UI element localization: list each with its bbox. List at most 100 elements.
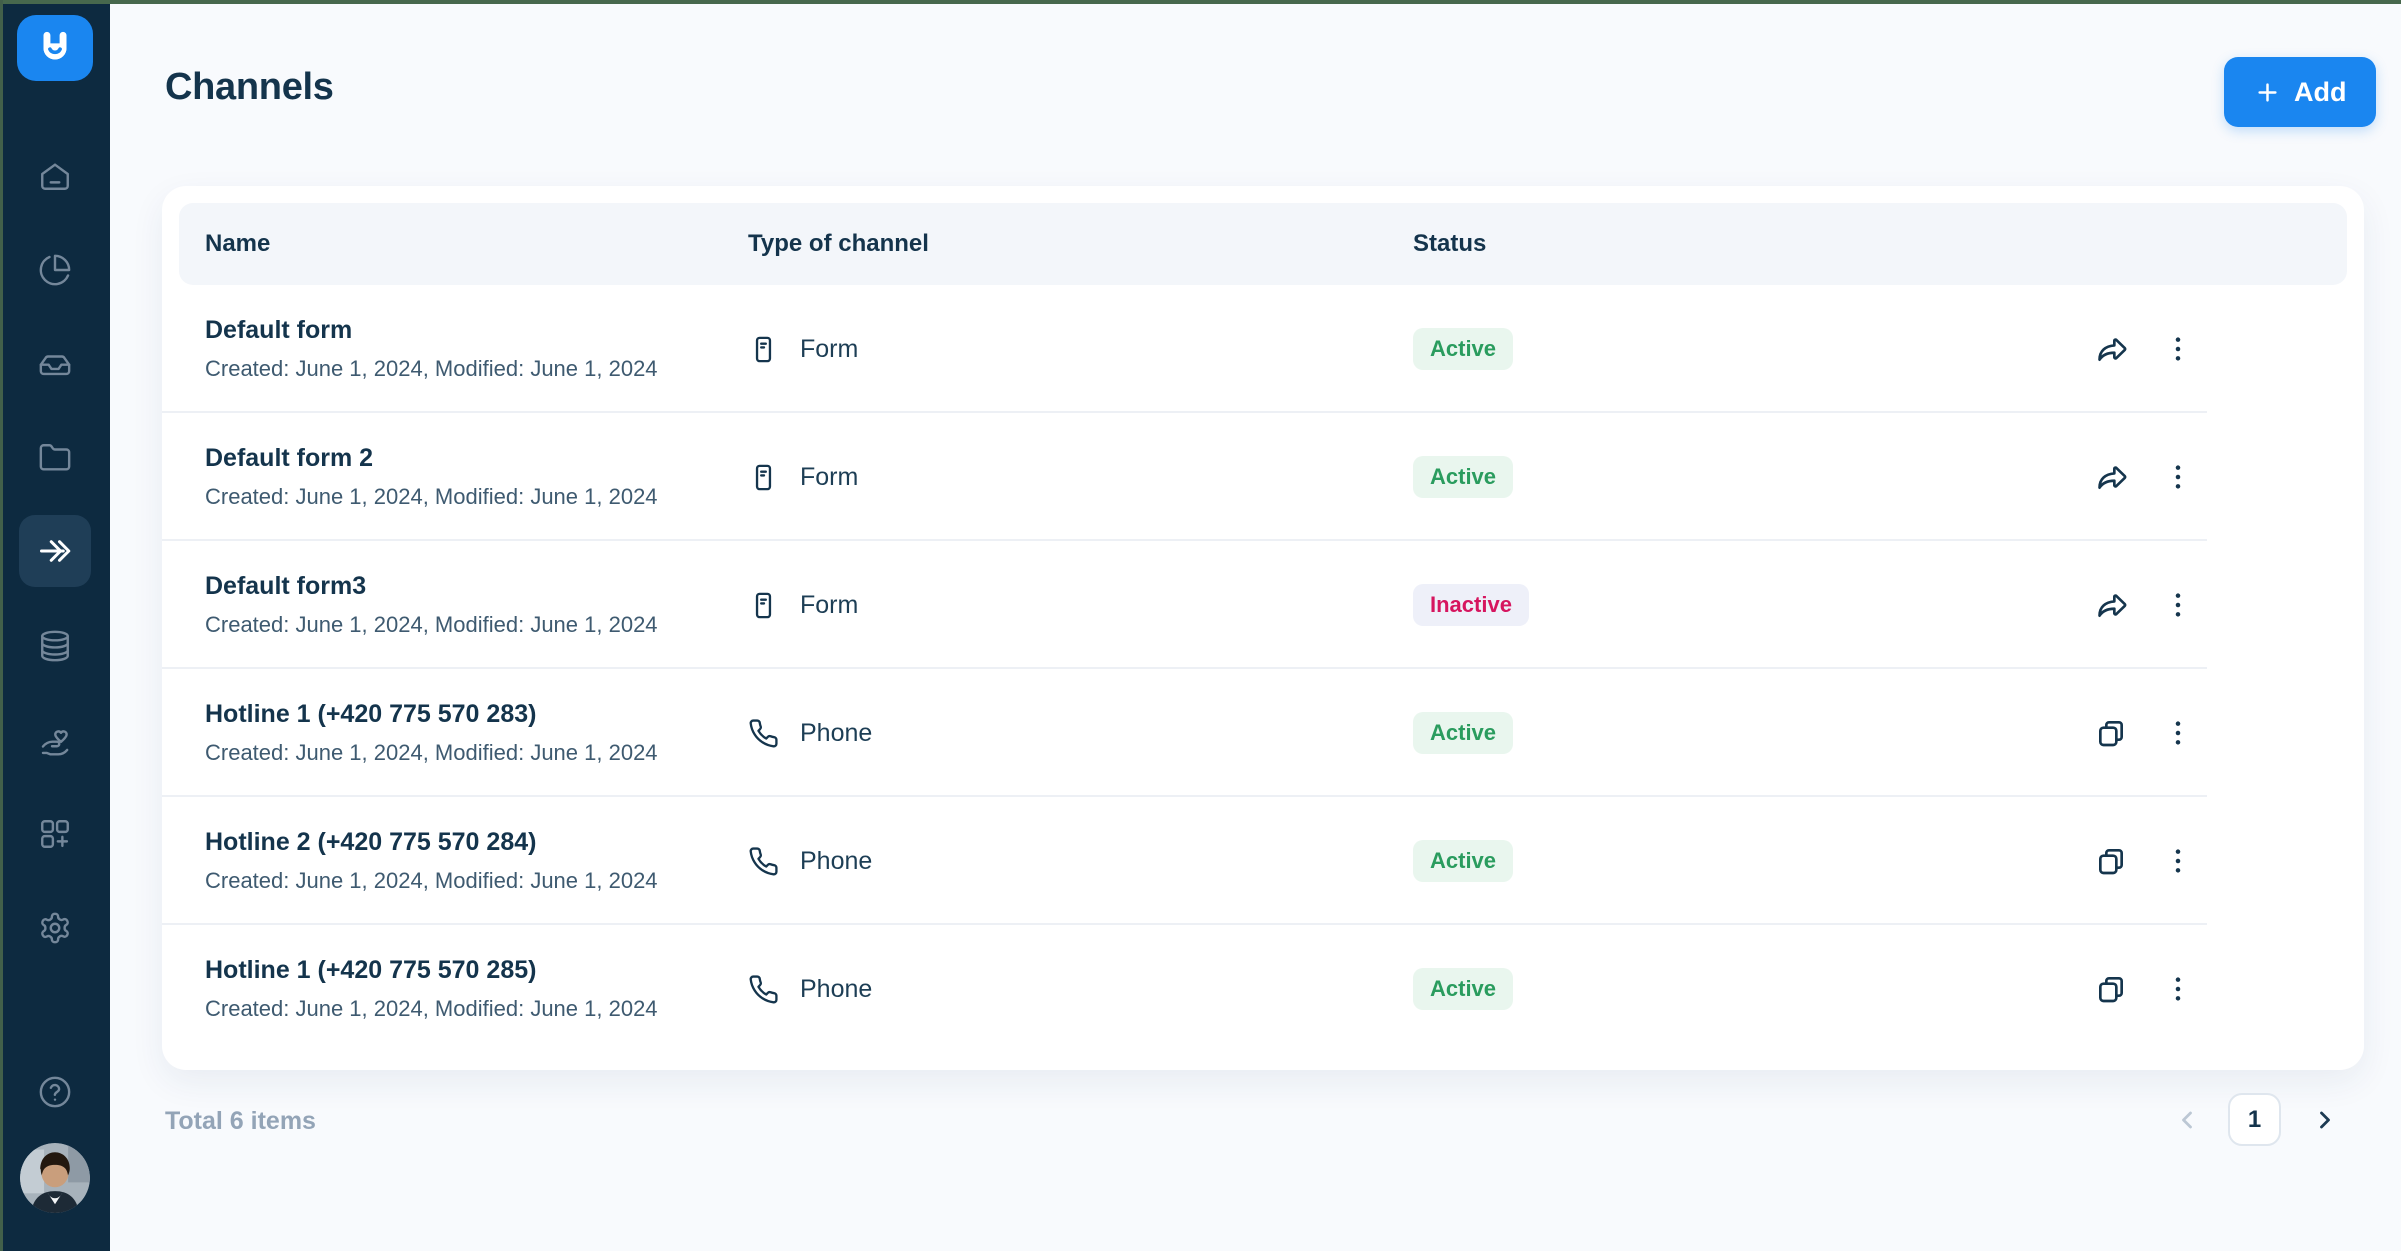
column-header-type: Type of channel <box>748 230 929 257</box>
channel-name[interactable]: Default form3 <box>205 572 367 600</box>
sidebar-item-inbox[interactable] <box>27 336 83 392</box>
sidebar-item-care[interactable] <box>27 714 83 770</box>
channels-table-card: Name Type of channel Status Default form… <box>162 186 2364 1070</box>
table-header-row: Name Type of channel Status <box>179 203 2347 285</box>
total-items-label: Total 6 items <box>165 1107 316 1135</box>
sidebar-item-database[interactable] <box>27 618 83 674</box>
add-button[interactable]: Add <box>2224 57 2377 127</box>
user-avatar[interactable] <box>20 1143 90 1213</box>
phone-icon <box>749 974 778 1003</box>
status-badge: Active <box>1413 968 1514 1010</box>
pagination-prev-button[interactable] <box>2172 1105 2202 1135</box>
form-icon <box>755 592 772 618</box>
capture-border-top <box>0 0 2401 4</box>
column-header-status: Status <box>1413 230 1487 257</box>
row-actions <box>2053 460 2347 494</box>
table-row: Default form Created: June 1, 2024, Modi… <box>162 285 2347 413</box>
channel-name-cell: Hotline 1 (+420 775 570 285) Created: Ju… <box>205 956 748 1022</box>
table-row: Hotline 1 (+420 775 570 283) Created: Ju… <box>162 669 2347 797</box>
channel-dates: Created: June 1, 2024, Modified: June 1,… <box>205 868 658 893</box>
home-icon <box>41 163 69 190</box>
brand-logo[interactable] <box>17 15 93 81</box>
pagination-page-1[interactable]: 1 <box>2228 1093 2281 1146</box>
channel-name-cell: Default form Created: June 1, 2024, Modi… <box>205 316 748 382</box>
row-menu-button[interactable] <box>2161 332 2195 366</box>
plus-icon <box>2258 82 2277 102</box>
channel-status-cell: Active <box>1413 456 2053 498</box>
sidebar-item-reports[interactable] <box>27 242 83 298</box>
share-arrow-icon <box>2098 466 2127 489</box>
add-button-label: Add <box>2294 76 2347 107</box>
chevron-right-icon <box>2320 1111 2330 1129</box>
channel-name[interactable]: Hotline 1 (+420 775 570 285) <box>205 956 537 984</box>
row-actions <box>2053 716 2347 750</box>
duplicate-button[interactable] <box>2094 844 2128 878</box>
row-menu-button[interactable] <box>2161 460 2195 494</box>
channel-status-cell: Active <box>1413 840 2053 882</box>
form-icon <box>755 336 772 362</box>
channel-type-label: Phone <box>800 974 873 1003</box>
table-row: Default form 2 Created: June 1, 2024, Mo… <box>162 413 2347 541</box>
share-button[interactable] <box>2094 588 2128 622</box>
chevron-left-icon <box>2182 1111 2192 1129</box>
table-row: Default form3 Created: June 1, 2024, Mod… <box>162 541 2347 669</box>
grid-plus-icon <box>41 820 69 848</box>
channel-name[interactable]: Hotline 1 (+420 775 570 283) <box>205 700 537 728</box>
channel-name-cell: Default form3 Created: June 1, 2024, Mod… <box>205 572 748 638</box>
channel-name[interactable]: Default form <box>205 316 353 344</box>
row-menu-button[interactable] <box>2161 716 2195 750</box>
duplicate-button[interactable] <box>2094 972 2128 1006</box>
channel-status-cell: Inactive <box>1413 584 2053 626</box>
row-menu-button[interactable] <box>2161 844 2195 878</box>
share-button[interactable] <box>2094 332 2128 366</box>
sidebar <box>0 0 110 1251</box>
table-row: Hotline 2 (+420 775 570 284) Created: Ju… <box>162 797 2347 925</box>
capture-border-left <box>0 0 3 1251</box>
status-badge: Active <box>1413 840 1514 882</box>
row-actions <box>2053 844 2347 878</box>
channel-type-label: Phone <box>800 846 873 875</box>
share-arrow-icon <box>2098 338 2127 361</box>
channel-type-label: Form <box>800 462 859 491</box>
pagination-next-button[interactable] <box>2310 1105 2340 1135</box>
row-actions <box>2053 972 2347 1006</box>
kebab-menu-icon <box>2175 721 2181 745</box>
channel-type-label: Form <box>800 590 859 619</box>
channel-name-cell: Hotline 2 (+420 775 570 284) Created: Ju… <box>205 828 748 894</box>
form-icon <box>755 464 772 490</box>
row-actions <box>2053 588 2347 622</box>
column-header-name: Name <box>205 230 271 257</box>
sidebar-item-help[interactable] <box>27 1064 83 1120</box>
phone-icon <box>749 718 778 747</box>
channel-name[interactable]: Hotline 2 (+420 775 570 284) <box>205 828 537 856</box>
table-body: Default form Created: June 1, 2024, Modi… <box>162 285 2347 1053</box>
channel-name[interactable]: Default form 2 <box>205 444 374 472</box>
channel-dates: Created: June 1, 2024, Modified: June 1,… <box>205 996 658 1021</box>
database-icon <box>41 630 69 662</box>
sidebar-item-integrations[interactable] <box>27 806 83 862</box>
channel-type-cell: Phone <box>748 974 1413 1005</box>
copy-icon <box>2099 977 2123 1003</box>
sidebar-item-folders[interactable] <box>27 430 83 486</box>
duplicate-button[interactable] <box>2094 716 2128 750</box>
sidebar-item-settings[interactable] <box>27 900 83 956</box>
row-menu-button[interactable] <box>2161 588 2195 622</box>
page-title: Channels <box>165 66 334 108</box>
channel-type-cell: Form <box>748 590 1413 621</box>
kebab-menu-icon <box>2175 977 2181 1001</box>
kebab-menu-icon <box>2175 465 2181 489</box>
channel-dates: Created: June 1, 2024, Modified: June 1,… <box>205 484 658 509</box>
channel-dates: Created: June 1, 2024, Modified: June 1,… <box>205 612 658 637</box>
channel-status-cell: Active <box>1413 328 2053 370</box>
sidebar-item-channels[interactable] <box>19 515 91 587</box>
channel-type-label: Form <box>800 334 859 363</box>
channel-type-cell: Phone <box>748 846 1413 877</box>
avatar-photo <box>20 1143 90 1213</box>
inbox-icon <box>39 355 71 376</box>
share-button[interactable] <box>2094 460 2128 494</box>
row-menu-button[interactable] <box>2161 972 2195 1006</box>
channel-name-cell: Hotline 1 (+420 775 570 283) Created: Ju… <box>205 700 748 766</box>
sidebar-item-home[interactable] <box>27 148 83 204</box>
channel-name-cell: Default form 2 Created: June 1, 2024, Mo… <box>205 444 748 510</box>
double-arrow-icon <box>40 540 71 562</box>
